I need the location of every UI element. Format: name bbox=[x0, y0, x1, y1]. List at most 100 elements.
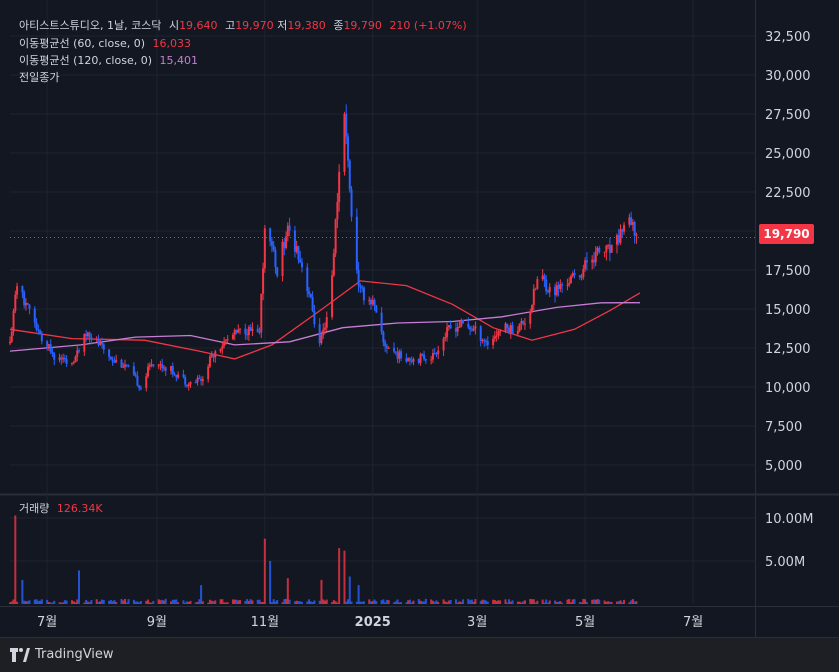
candle-body bbox=[516, 331, 519, 334]
volume-bar bbox=[493, 600, 496, 604]
candle-body bbox=[594, 251, 597, 263]
volume-bar bbox=[295, 600, 298, 604]
candle-body bbox=[454, 328, 457, 332]
volume-bar bbox=[299, 601, 302, 604]
candle-body bbox=[295, 246, 298, 252]
volume-bar bbox=[276, 600, 279, 604]
candle-body bbox=[430, 359, 433, 361]
chart-canvas[interactable]: 5,0007,50010,00012,50015,00017,50020,000… bbox=[0, 0, 839, 637]
volume-bar bbox=[76, 599, 79, 604]
candle-body bbox=[201, 379, 204, 382]
volume-bar bbox=[185, 601, 188, 604]
volume-bar bbox=[62, 602, 65, 604]
candle-body bbox=[435, 353, 438, 355]
candle-body bbox=[380, 312, 383, 333]
candle-body bbox=[258, 332, 261, 334]
volume-bar bbox=[308, 599, 311, 604]
ma120-legend[interactable]: 이동평균선 (120, close, 0) 15,401 bbox=[19, 54, 198, 68]
prev-close-legend[interactable]: 전일종가 bbox=[19, 71, 59, 85]
candle-body bbox=[546, 291, 549, 293]
candle-body bbox=[90, 337, 93, 340]
candle-body bbox=[596, 247, 599, 252]
candle-body bbox=[607, 245, 610, 247]
volume-bar bbox=[546, 602, 549, 604]
volume-bar bbox=[16, 601, 19, 604]
volume-bar bbox=[596, 599, 599, 604]
volume-bar bbox=[380, 600, 383, 604]
volume-bar bbox=[311, 601, 314, 604]
candle-body bbox=[615, 235, 618, 245]
candle-body bbox=[78, 350, 81, 352]
volume-bar bbox=[610, 601, 613, 604]
candle-body bbox=[357, 269, 360, 286]
volume-bar bbox=[382, 599, 385, 604]
volume-bar bbox=[97, 602, 100, 604]
volume-legend[interactable]: 거래량 126.34K bbox=[19, 502, 103, 516]
candle-body bbox=[472, 328, 475, 331]
volume-bar bbox=[262, 601, 265, 604]
volume-bar bbox=[325, 599, 328, 604]
volume-bar bbox=[60, 602, 63, 604]
candle-body bbox=[462, 319, 465, 324]
candle-body bbox=[481, 340, 484, 342]
candle-body bbox=[157, 365, 160, 367]
candle-body bbox=[293, 230, 296, 252]
candle-body bbox=[173, 374, 176, 376]
candle-body bbox=[444, 337, 447, 339]
close-value: 19,790 bbox=[343, 19, 382, 32]
volume-bar bbox=[26, 601, 29, 604]
volume-bar bbox=[212, 601, 215, 604]
candle-body bbox=[619, 229, 622, 243]
volume-bar bbox=[569, 602, 572, 604]
candle-body bbox=[127, 365, 130, 367]
candle-body bbox=[136, 375, 139, 386]
candle-body bbox=[511, 325, 514, 334]
ma60-label: 이동평균선 (60, close, 0) bbox=[19, 37, 145, 50]
candle-body bbox=[189, 381, 192, 385]
volume-bar bbox=[322, 599, 325, 604]
candle-body bbox=[469, 327, 472, 330]
candle-body bbox=[175, 374, 178, 378]
volume-bar bbox=[545, 599, 548, 604]
candle-body bbox=[318, 324, 321, 344]
candle-body bbox=[417, 358, 420, 363]
candle-body bbox=[97, 338, 100, 345]
volume-bar bbox=[201, 601, 204, 604]
volume-bar bbox=[361, 601, 364, 604]
prev-close-label: 전일종가 bbox=[19, 71, 60, 84]
volume-bar bbox=[132, 599, 135, 604]
volume-bar bbox=[288, 599, 291, 604]
candle-body bbox=[504, 323, 507, 332]
candle-body bbox=[177, 374, 180, 378]
candle-body bbox=[387, 347, 390, 349]
candle-body bbox=[108, 349, 111, 357]
volume-bar bbox=[196, 601, 199, 604]
candle-body bbox=[239, 328, 242, 330]
volume-bar bbox=[393, 602, 396, 604]
time-tick-label: 7월 bbox=[683, 615, 703, 630]
candle-body bbox=[111, 359, 114, 362]
candle-body bbox=[331, 275, 334, 318]
volume-bar bbox=[424, 598, 427, 604]
volume-bar bbox=[534, 602, 537, 604]
ma60-legend[interactable]: 이동평균선 (60, close, 0) 16,033 bbox=[19, 37, 191, 51]
volume-bar bbox=[338, 548, 341, 604]
volume-bar bbox=[431, 600, 434, 604]
candle-body bbox=[281, 241, 284, 276]
time-tick-label: 7월 bbox=[37, 615, 57, 630]
candle-body bbox=[122, 366, 125, 368]
volume-bar bbox=[598, 599, 601, 604]
volume-bar bbox=[509, 601, 512, 604]
volume-bar bbox=[398, 602, 401, 604]
volume-bar bbox=[293, 601, 296, 604]
candle-body bbox=[529, 311, 532, 324]
volume-bar bbox=[63, 600, 66, 604]
price-tick-label: 12,500 bbox=[765, 342, 811, 357]
volume-bar bbox=[224, 602, 227, 604]
volume-bar bbox=[233, 599, 236, 604]
tradingview-logo[interactable]: TradingView bbox=[10, 647, 114, 662]
volume-bar bbox=[355, 601, 358, 604]
candle-body bbox=[152, 364, 155, 367]
volume-bar bbox=[161, 599, 164, 604]
